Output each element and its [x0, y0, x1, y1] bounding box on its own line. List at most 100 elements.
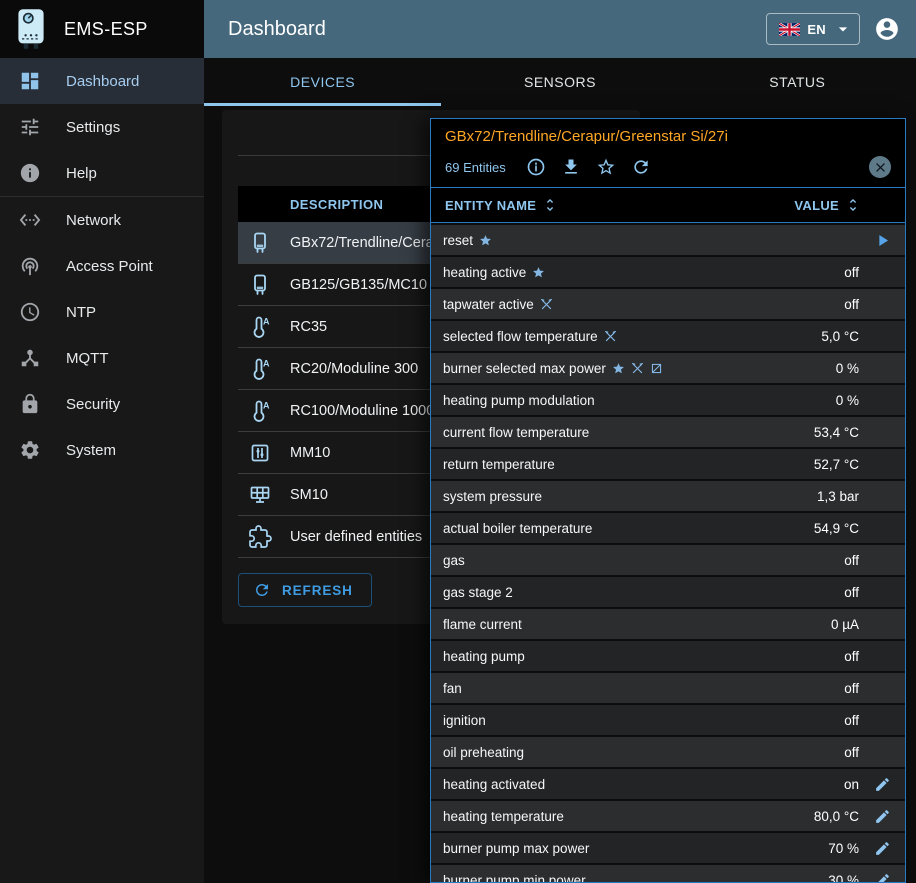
entity-name: system pressure — [443, 488, 543, 504]
tab-label: DEVICES — [290, 74, 356, 90]
sidebar-item-network[interactable]: Network — [0, 197, 204, 243]
topbar: Dashboard EN — [204, 0, 916, 58]
entity-row[interactable]: selected flow temperature 5,0 °C — [431, 321, 905, 351]
tab-devices[interactable]: DEVICES — [204, 58, 441, 106]
entity-value: 1,3 bar — [816, 488, 859, 504]
edit-value-button-icon[interactable] — [874, 776, 891, 793]
sidebar-divider — [0, 196, 204, 197]
favorite-icon — [532, 266, 545, 279]
tab-label: SENSORS — [524, 74, 596, 90]
entity-row[interactable]: reset — [431, 225, 905, 255]
entity-row[interactable]: ignition off — [431, 705, 905, 735]
close-panel-button[interactable] — [869, 156, 891, 178]
sort-by-value-header[interactable]: VALUE — [794, 197, 905, 213]
sidebar-item-label: Network — [66, 211, 122, 229]
entity-row[interactable]: heating active off — [431, 257, 905, 287]
entity-action-slot — [859, 872, 905, 882]
sidebar-item-security[interactable]: Security — [0, 381, 204, 427]
sort-icon — [845, 197, 861, 213]
sidebar-item-settings[interactable]: Settings — [0, 104, 204, 150]
entity-value: 30 % — [828, 872, 859, 883]
reload-icon[interactable] — [631, 157, 651, 177]
entity-name-column-label: ENTITY NAME — [445, 197, 537, 213]
svg-text:A: A — [263, 400, 270, 410]
entity-value: 5,0 °C — [821, 328, 859, 344]
entity-row[interactable]: burner pump max power 70 % — [431, 833, 905, 863]
sidebar-item-label: Security — [66, 395, 121, 413]
entity-row[interactable]: actual boiler temperature 54,9 °C — [431, 513, 905, 543]
entity-row[interactable]: gas off — [431, 545, 905, 575]
device-title: GBx72/Trendline/Cerapur/Greenstar Si/27i — [445, 128, 728, 145]
uk-flag-icon — [779, 22, 801, 36]
entity-row[interactable]: burner pump min power 30 % — [431, 865, 905, 883]
sidebar-item-label: Dashboard — [66, 72, 140, 90]
entity-panel: GBx72/Trendline/Cerapur/Greenstar Si/27i… — [430, 118, 906, 883]
boiler-icon — [248, 231, 272, 255]
refresh-icon — [253, 581, 271, 599]
entity-name: ignition — [443, 712, 486, 728]
sidebar-item-label: Settings — [66, 118, 121, 136]
language-selector[interactable]: EN — [766, 13, 860, 45]
device-name: RC20/Moduline 300 — [290, 360, 419, 377]
favorite-icon — [612, 362, 625, 375]
entity-value: 0 % — [835, 392, 859, 408]
readonly-icon — [540, 298, 553, 311]
sidebar-item-mqtt[interactable]: MQTT — [0, 335, 204, 381]
entity-row[interactable]: system pressure 1,3 bar — [431, 481, 905, 511]
sidebar-item-dashboard[interactable]: Dashboard — [0, 58, 204, 104]
sidebar-item-help[interactable]: Help — [0, 150, 204, 196]
entity-row[interactable]: heating activated on — [431, 769, 905, 799]
entity-row[interactable]: gas stage 2 off — [431, 577, 905, 607]
refresh-button[interactable]: REFRESH — [238, 573, 372, 607]
entity-value: 52,7 °C — [813, 456, 859, 472]
entity-row[interactable]: heating pump off — [431, 641, 905, 671]
device-name: User defined entities — [290, 528, 423, 545]
entity-value: off — [844, 296, 859, 312]
device-name: GB125/GB135/MC10 — [290, 276, 428, 293]
entity-name: heating temperature — [443, 808, 564, 824]
tab-sensors[interactable]: SENSORS — [441, 58, 678, 106]
entity-name: burner pump min power — [443, 872, 586, 883]
entity-value: off — [844, 584, 859, 600]
tab-status[interactable]: STATUS — [679, 58, 916, 106]
value-column-label: VALUE — [794, 197, 839, 213]
sidebar-nav: Dashboard Settings Help Network Access Point… — [0, 58, 204, 473]
edit-value-button-icon[interactable] — [874, 808, 891, 825]
sidebar-item-label: Access Point — [66, 257, 153, 275]
sidebar-item-access-point[interactable]: Access Point — [0, 243, 204, 289]
entity-value: off — [844, 680, 859, 696]
entity-row[interactable]: tapwater active off — [431, 289, 905, 319]
refresh-button-label: REFRESH — [282, 582, 353, 598]
entity-row[interactable]: current flow temperature 53,4 °C — [431, 417, 905, 447]
entity-row[interactable]: heating temperature 80,0 °C — [431, 801, 905, 831]
entity-name: gas stage 2 — [443, 584, 513, 600]
sidebar-item-system[interactable]: System — [0, 427, 204, 473]
puzzle-icon — [248, 524, 272, 549]
entity-list: reset heating active off tapwater active off… — [431, 225, 905, 883]
sort-by-name-header[interactable]: ENTITY NAME — [445, 197, 558, 213]
thermostat-icon: A — [248, 399, 272, 423]
entity-name: actual boiler temperature — [443, 520, 593, 536]
info-icon[interactable] — [526, 157, 546, 177]
download-icon[interactable] — [561, 157, 581, 177]
entity-action-slot — [859, 776, 905, 793]
device-name: SM10 — [290, 486, 328, 503]
favorites-filter-icon[interactable] — [596, 157, 616, 177]
entity-value: 54,9 °C — [813, 520, 859, 536]
entity-row[interactable]: heating pump modulation 0 % — [431, 385, 905, 415]
edit-value-button-icon[interactable] — [874, 840, 891, 857]
account-icon[interactable] — [874, 16, 900, 42]
entity-row[interactable]: oil preheating off — [431, 737, 905, 767]
entity-row[interactable]: fan off — [431, 673, 905, 703]
entity-panel-header: GBx72/Trendline/Cerapur/Greenstar Si/27i… — [431, 119, 905, 187]
entity-name: selected flow temperature — [443, 328, 598, 344]
edit-value-button-icon[interactable] — [874, 872, 891, 882]
open-entity-button-icon[interactable] — [873, 231, 892, 250]
entity-toolbar: 69 Entities — [445, 155, 891, 179]
entity-row[interactable]: burner selected max power 0 % — [431, 353, 905, 383]
entity-row[interactable]: flame current 0 µA — [431, 609, 905, 639]
entity-row[interactable]: return temperature 52,7 °C — [431, 449, 905, 479]
device-name: MM10 — [290, 444, 331, 461]
entity-name: burner selected max power — [443, 360, 606, 376]
sidebar-item-ntp[interactable]: NTP — [0, 289, 204, 335]
